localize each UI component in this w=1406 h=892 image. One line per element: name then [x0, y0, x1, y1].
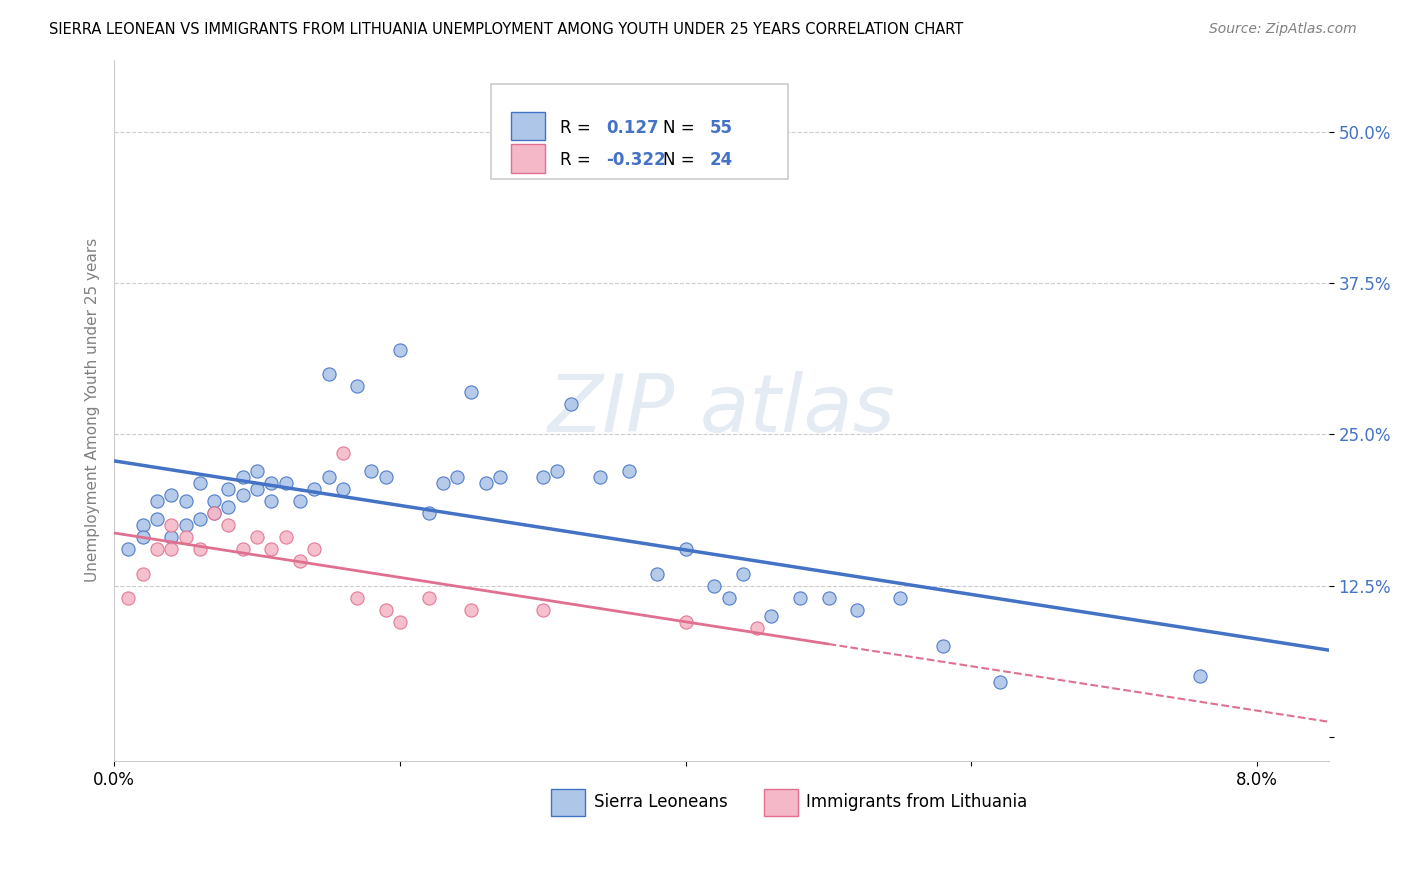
Point — [531, 470, 554, 484]
Point — [360, 464, 382, 478]
Point — [188, 475, 211, 490]
Point — [202, 494, 225, 508]
Text: 55: 55 — [709, 119, 733, 136]
Text: ZIP atlas: ZIP atlas — [547, 371, 896, 450]
Text: N =: N = — [664, 119, 700, 136]
Point — [374, 603, 396, 617]
Point — [260, 475, 283, 490]
Point — [146, 542, 169, 557]
Point — [988, 675, 1011, 690]
Point — [717, 591, 740, 605]
Point — [160, 518, 183, 533]
Point — [675, 615, 697, 629]
Point — [318, 367, 340, 381]
Text: SIERRA LEONEAN VS IMMIGRANTS FROM LITHUANIA UNEMPLOYMENT AMONG YOUTH UNDER 25 YE: SIERRA LEONEAN VS IMMIGRANTS FROM LITHUA… — [49, 22, 963, 37]
Point — [160, 488, 183, 502]
Y-axis label: Unemployment Among Youth under 25 years: Unemployment Among Youth under 25 years — [86, 238, 100, 582]
Point — [218, 500, 240, 514]
Point — [260, 542, 283, 557]
Point — [146, 494, 169, 508]
Point — [260, 494, 283, 508]
Point — [232, 470, 254, 484]
Point — [174, 530, 197, 544]
Point — [418, 591, 440, 605]
Point — [889, 591, 911, 605]
Point — [460, 385, 482, 400]
Text: 24: 24 — [709, 151, 733, 169]
Point — [374, 470, 396, 484]
Point — [218, 482, 240, 496]
FancyBboxPatch shape — [491, 84, 789, 178]
Point — [160, 530, 183, 544]
Point — [246, 482, 269, 496]
Point — [432, 475, 454, 490]
Point — [617, 464, 640, 478]
Point — [703, 579, 725, 593]
Point — [188, 512, 211, 526]
Point — [932, 639, 955, 653]
Point — [302, 542, 325, 557]
Point — [218, 518, 240, 533]
Point — [174, 494, 197, 508]
Point — [332, 482, 354, 496]
Point — [232, 542, 254, 557]
Point — [202, 506, 225, 520]
Point — [589, 470, 612, 484]
Point — [789, 591, 811, 605]
Bar — [763, 789, 799, 815]
Point — [388, 343, 411, 357]
Point — [645, 566, 668, 581]
Point — [418, 506, 440, 520]
Text: R =: R = — [560, 119, 596, 136]
Text: -0.322: -0.322 — [606, 151, 665, 169]
Text: Immigrants from Lithuania: Immigrants from Lithuania — [807, 793, 1028, 812]
Point — [817, 591, 839, 605]
Point — [132, 518, 155, 533]
Bar — [512, 112, 546, 140]
Point — [288, 494, 311, 508]
Point — [332, 445, 354, 459]
Bar — [551, 789, 585, 815]
Bar — [512, 145, 546, 172]
Point — [747, 621, 769, 635]
Point — [318, 470, 340, 484]
Point — [246, 464, 269, 478]
Text: R =: R = — [560, 151, 596, 169]
Point — [117, 591, 139, 605]
Point — [188, 542, 211, 557]
Point — [288, 554, 311, 568]
Point — [117, 542, 139, 557]
Point — [302, 482, 325, 496]
Point — [274, 475, 297, 490]
Point — [460, 603, 482, 617]
Point — [388, 615, 411, 629]
Text: N =: N = — [664, 151, 700, 169]
Point — [132, 530, 155, 544]
Point — [474, 475, 496, 490]
Text: Source: ZipAtlas.com: Source: ZipAtlas.com — [1209, 22, 1357, 37]
Point — [174, 518, 197, 533]
Point — [202, 506, 225, 520]
Point — [232, 488, 254, 502]
Text: Sierra Leoneans: Sierra Leoneans — [593, 793, 728, 812]
Point — [1189, 669, 1212, 683]
Point — [546, 464, 568, 478]
Point — [274, 530, 297, 544]
Point — [146, 512, 169, 526]
Point — [132, 566, 155, 581]
Point — [489, 470, 512, 484]
Point — [446, 470, 468, 484]
Point — [846, 603, 869, 617]
Point — [346, 379, 368, 393]
Point — [160, 542, 183, 557]
Point — [675, 542, 697, 557]
Text: 0.127: 0.127 — [606, 119, 658, 136]
Point — [560, 397, 582, 411]
Point — [731, 566, 754, 581]
Point — [761, 608, 783, 623]
Point — [246, 530, 269, 544]
Point — [346, 591, 368, 605]
Point — [531, 603, 554, 617]
